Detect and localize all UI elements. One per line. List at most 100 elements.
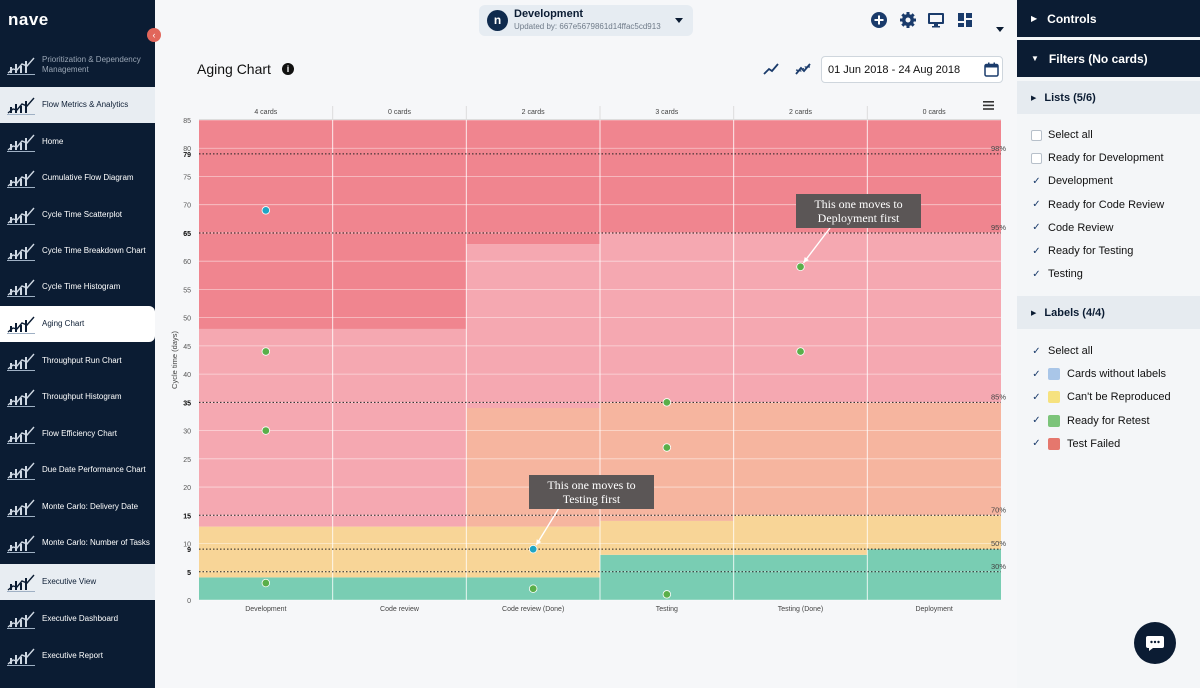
y-tick-label: 30	[183, 429, 191, 436]
percentile-value-label: 5	[187, 570, 191, 577]
y-tick-label: 85	[183, 118, 191, 125]
collapse-sidebar-icon[interactable]: ‹	[147, 28, 161, 42]
workspace-selector[interactable]: n Development Updated by: 667e5679861d14…	[479, 5, 693, 36]
list-filter-item[interactable]: ✓ Development	[1031, 172, 1196, 190]
sidebar-item[interactable]: Prioritization & Dependency Management	[0, 47, 155, 83]
list-filter-item[interactable]: Select all	[1031, 126, 1196, 144]
sidebar-item[interactable]: Aging Chart	[0, 306, 155, 342]
sidebar-item[interactable]: Cycle Time Scatterplot	[0, 197, 155, 233]
checkbox-checked-icon[interactable]: ✓	[1032, 368, 1041, 380]
percentile-value-label: 35	[183, 400, 191, 407]
trend-compare-icon[interactable]	[794, 61, 812, 77]
labels-header[interactable]: ▶ Labels (4/4)	[1017, 296, 1200, 329]
sidebar-item[interactable]: Flow Metrics & Analytics	[0, 87, 155, 123]
sidebar-item[interactable]: Cycle Time Histogram	[0, 269, 155, 305]
sidebar-item[interactable]: Monte Carlo: Number of Tasks	[0, 525, 155, 561]
label-color-swatch	[1048, 414, 1060, 427]
chat-button[interactable]	[1134, 622, 1176, 664]
controls-label: Controls	[1047, 11, 1097, 26]
label-filter-label: Ready for Retest	[1067, 414, 1150, 427]
card-count-label: 3 cards	[655, 109, 678, 116]
checkbox-checked-icon[interactable]: ✓	[1032, 222, 1041, 234]
nave-logo[interactable]: nave	[8, 10, 49, 29]
lists-header[interactable]: ▶ Lists (5/6)	[1017, 81, 1200, 114]
sidebar-item[interactable]: Executive Dashboard	[0, 601, 155, 637]
gear-icon[interactable]	[899, 11, 917, 29]
x-tick-label: Testing	[656, 606, 678, 613]
filters-header[interactable]: ▼ Filters (No cards)	[1017, 40, 1200, 77]
monitor-icon[interactable]	[927, 11, 945, 29]
dashboard-icon[interactable]	[956, 11, 974, 29]
sidebar-item-label: Cycle Time Scatterplot	[42, 210, 123, 219]
sidebar-item-label: Monte Carlo: Number of Tasks	[42, 538, 150, 547]
list-filter-item[interactable]: ✓ Code Review	[1031, 219, 1196, 237]
chevron-down-icon[interactable]	[996, 27, 1004, 32]
label-filter-item[interactable]: ✓ Ready for Retest	[1031, 412, 1196, 430]
chevron-down-icon	[675, 18, 683, 23]
checkbox-empty-icon[interactable]	[1031, 129, 1042, 141]
checkbox-checked-icon[interactable]: ✓	[1032, 391, 1041, 403]
annotation-line: Deployment first	[817, 211, 900, 225]
sidebar-item[interactable]: Throughput Run Chart	[0, 343, 155, 379]
y-tick-label: 0	[187, 598, 191, 605]
list-filter-label: Testing	[1048, 268, 1083, 281]
home-icon	[7, 132, 35, 152]
label-filter-item[interactable]: ✓ Can't be Reproduced	[1031, 388, 1196, 406]
sidebar-item[interactable]: Throughput Histogram	[0, 379, 155, 415]
y-axis-title: Cycle time (days)	[170, 331, 179, 389]
checkbox-checked-icon[interactable]: ✓	[1032, 199, 1041, 211]
zone-band	[332, 577, 467, 600]
sidebar-item[interactable]: Flow Efficiency Chart	[0, 416, 155, 452]
card-count-label: 0 cards	[388, 109, 411, 116]
sidebar-item[interactable]: Cumulative Flow Diagram	[0, 160, 155, 196]
list-filter-label: Ready for Development	[1048, 152, 1164, 165]
right-panel: ▶ Controls ▼ Filters (No cards) ▶ Lists …	[1017, 0, 1200, 688]
checkbox-empty-icon[interactable]	[1031, 152, 1042, 164]
zone-band	[600, 520, 734, 555]
checkbox-checked-icon[interactable]: ✓	[1032, 415, 1041, 427]
label-filter-item[interactable]: ✓ Cards without labels	[1031, 365, 1196, 383]
zone-band	[867, 549, 1001, 600]
data-point	[261, 578, 271, 588]
label-filter-item[interactable]: ✓ Select all	[1031, 342, 1196, 360]
sidebar-item-label: Monte Carlo: Delivery Date	[42, 502, 139, 511]
list-filter-item[interactable]: Ready for Development	[1031, 149, 1196, 167]
checkbox-checked-icon[interactable]: ✓	[1032, 175, 1041, 187]
label-color-swatch	[1048, 368, 1060, 381]
y-tick-label: 80	[183, 146, 191, 153]
checkbox-checked-icon[interactable]: ✓	[1032, 245, 1041, 257]
list-filter-item[interactable]: ✓ Ready for Code Review	[1031, 196, 1196, 214]
y-tick-label: 50	[183, 316, 191, 323]
sidebar-item[interactable]: Monte Carlo: Delivery Date	[0, 489, 155, 525]
info-icon[interactable]: i	[282, 63, 294, 75]
zone-band	[733, 515, 868, 555]
y-tick-label: 10	[183, 542, 191, 549]
label-filter-item[interactable]: ✓ Test Failed	[1031, 435, 1196, 453]
sidebar-item[interactable]: Due Date Performance Chart	[0, 452, 155, 488]
x-tick-label: Code review	[380, 606, 420, 613]
chat-icon	[1146, 636, 1164, 651]
list-filter-item[interactable]: ✓ Testing	[1031, 265, 1196, 283]
sidebar-item[interactable]: Cycle Time Breakdown Chart	[0, 233, 155, 269]
controls-header[interactable]: ▶ Controls	[1017, 0, 1200, 37]
checkbox-checked-icon[interactable]: ✓	[1032, 345, 1041, 357]
sidebar-item-label: Flow Efficiency Chart	[42, 429, 117, 438]
zone-band	[466, 120, 600, 245]
label-filter-label: Can't be Reproduced	[1067, 391, 1171, 404]
calendar-icon[interactable]	[984, 62, 999, 77]
annotation-line: This one moves to	[547, 478, 636, 492]
percentile-label: 95%	[991, 223, 1006, 232]
checkbox-checked-icon[interactable]: ✓	[1032, 268, 1041, 280]
sidebar-item[interactable]: Executive Report	[0, 638, 155, 674]
checkbox-checked-icon[interactable]: ✓	[1032, 438, 1041, 450]
add-icon[interactable]	[870, 11, 888, 29]
trend-line-icon[interactable]	[762, 61, 780, 77]
list-filter-item[interactable]: ✓ Ready for Testing	[1031, 242, 1196, 260]
date-range-picker[interactable]: 01 Jun 2018 - 24 Aug 2018	[821, 56, 1003, 83]
y-tick-label: 70	[183, 203, 191, 210]
sidebar-item[interactable]: Home	[0, 124, 155, 160]
chart-menu-icon[interactable]	[983, 101, 994, 110]
sidebar-item[interactable]: Executive View	[0, 564, 155, 600]
filters-label: Filters (No cards)	[1048, 51, 1148, 66]
caret-right-icon: ▶	[1031, 14, 1038, 23]
